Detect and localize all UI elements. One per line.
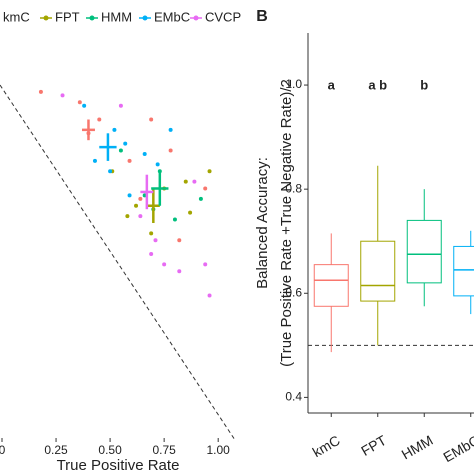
significance-letter: a [328, 77, 336, 92]
point [138, 214, 143, 219]
x-tick-label: 0.25 [44, 443, 68, 457]
point [123, 141, 128, 146]
point [203, 186, 208, 191]
legend-label: EMbC [154, 9, 190, 24]
point [38, 89, 43, 94]
point [188, 210, 193, 215]
box [453, 245, 474, 297]
point [149, 117, 154, 122]
x-axis-title: True Positive Rate [57, 457, 180, 474]
point [127, 158, 132, 163]
x-tick-label: kmC [310, 432, 343, 460]
legend-swatch-dot [193, 15, 199, 21]
point [125, 214, 130, 219]
point [142, 152, 147, 156]
significance-letter: b [420, 77, 428, 92]
point [118, 103, 123, 108]
y-tick-label: 0.6 [285, 285, 302, 299]
point [82, 103, 87, 108]
x-tick-label: 0.75 [152, 443, 176, 457]
legend-label: HMM [101, 9, 132, 24]
point [155, 162, 160, 167]
point [198, 196, 203, 201]
y-axis-title: Balanced Accuracy: [254, 157, 271, 289]
point [134, 203, 139, 208]
legend-swatch-dot [43, 15, 49, 21]
point [207, 293, 212, 298]
point [97, 117, 102, 122]
x-tick-label: EMbC [440, 432, 474, 465]
diagonal-line [0, 84, 236, 441]
y-tick-label: 1.0 [285, 77, 302, 91]
y-axis-title: (True Positive Rate +True Negative Rate)… [278, 79, 295, 367]
y-tick-label: 0.4 [285, 390, 302, 404]
y-tick-label: 0.8 [285, 181, 302, 195]
x-tick-label: 1.00 [207, 443, 231, 457]
point [77, 100, 82, 105]
x-tick-label: HMM [399, 432, 436, 463]
x-tick-label: 0.50 [98, 443, 122, 457]
point [153, 238, 158, 243]
point [118, 148, 123, 153]
box [406, 219, 442, 284]
legend-swatch-dot [89, 15, 95, 21]
point [149, 231, 154, 236]
point [192, 179, 197, 184]
point [207, 169, 212, 174]
legend-swatch-dot [142, 15, 148, 21]
legend-label: FPT [55, 9, 80, 24]
point [172, 217, 177, 222]
legend-label: kmC [3, 9, 30, 24]
point [177, 238, 182, 243]
point [168, 127, 173, 132]
point [183, 179, 188, 184]
point [108, 169, 113, 174]
point [127, 193, 132, 198]
x-tick-label: FPT [358, 432, 389, 459]
point [60, 93, 65, 98]
panel-label: B [256, 8, 268, 25]
box [313, 264, 349, 307]
x-tick-label: 0 [0, 443, 6, 457]
legend-label: CVCP [205, 9, 241, 24]
point [92, 158, 97, 163]
point [112, 127, 117, 132]
point [168, 148, 173, 153]
box [360, 240, 396, 302]
significance-letter: a b [368, 77, 387, 92]
point [149, 252, 154, 257]
point [203, 262, 208, 267]
point [138, 196, 143, 201]
point [162, 262, 167, 267]
point [177, 269, 182, 274]
